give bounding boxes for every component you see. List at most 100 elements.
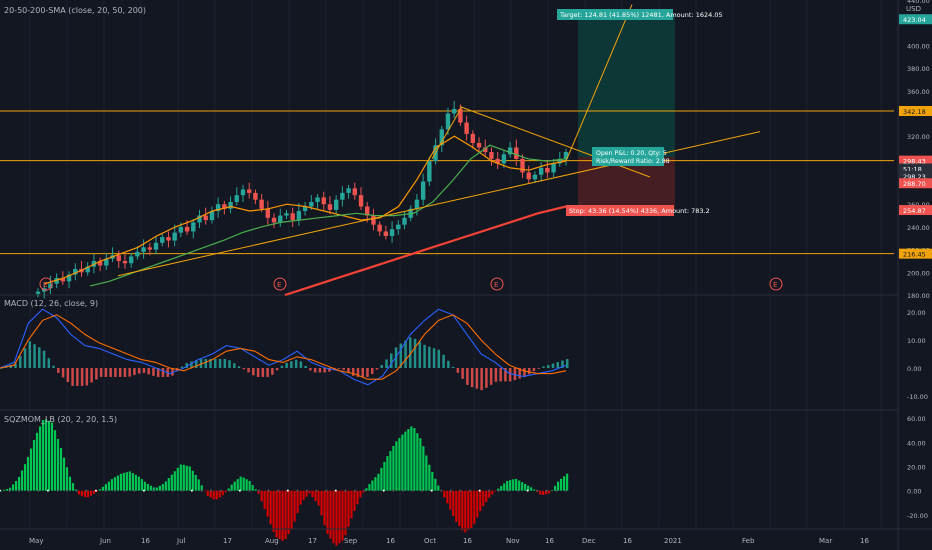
macd-histogram-bar <box>142 368 146 373</box>
squeeze-bar <box>308 490 311 494</box>
macd-histogram-bar <box>404 340 407 368</box>
open-pl-label: Open P&L: 0.20, Qty: 5 <box>596 150 667 157</box>
candle <box>141 247 146 252</box>
candle <box>104 258 109 266</box>
time-tick-label: 17 <box>223 537 232 545</box>
earnings-marker[interactable]: E <box>39 277 53 291</box>
candles <box>35 100 569 299</box>
macd-histogram-bar <box>470 368 474 388</box>
candle <box>309 201 314 207</box>
squeeze-bar <box>107 481 111 491</box>
sqz-indicator-label[interactable]: SQZMOM_LB (20, 2, 20, 1.5) <box>4 415 117 424</box>
sma-indicator-label[interactable]: 20-50-200-SMA (close, 20, 50, 200) <box>4 6 146 15</box>
macd-histogram-bar <box>380 364 384 368</box>
squeeze-bar <box>167 478 170 491</box>
squeeze-bar <box>485 490 488 502</box>
macd-histogram-bar <box>546 365 550 368</box>
earnings-marker[interactable]: E <box>490 277 504 291</box>
macd-histogram-bar <box>413 338 417 368</box>
time-tick-label: May <box>29 537 43 545</box>
squeeze-dot <box>421 489 424 492</box>
squeeze-bar <box>164 481 167 491</box>
macd-histogram-bar <box>285 362 288 368</box>
earnings-marker[interactable]: E <box>273 277 287 291</box>
squeeze-dot <box>258 489 261 492</box>
squeeze-dot <box>56 489 59 492</box>
squeeze-dot <box>190 489 193 492</box>
target-label-box <box>557 9 673 20</box>
squeeze-bar <box>0 490 3 492</box>
candle <box>54 277 59 284</box>
squeeze-dot <box>478 489 481 492</box>
squeeze-bar <box>20 470 24 491</box>
earnings-marker[interactable]: E <box>769 277 783 291</box>
squeeze-bar <box>374 477 377 491</box>
macd-histogram-bar <box>366 368 369 377</box>
squeeze-bar <box>113 477 116 491</box>
squeeze-bar <box>551 490 554 491</box>
stop-label-box <box>566 205 674 216</box>
candle <box>191 222 196 232</box>
squeeze-bar <box>482 490 485 507</box>
squeeze-bar <box>227 488 230 491</box>
squeeze-bar <box>122 472 125 491</box>
squeeze-bar <box>488 490 491 498</box>
squeeze-dot <box>382 489 385 492</box>
squeeze-bar <box>47 420 51 491</box>
price-badge <box>899 205 932 216</box>
squeeze-bar <box>179 464 182 491</box>
candle <box>278 215 283 223</box>
squeeze-bar <box>392 445 395 491</box>
squeeze-bar <box>512 479 515 491</box>
candle <box>451 108 457 114</box>
squeeze-bar <box>173 471 176 491</box>
squeeze-bar <box>197 479 200 491</box>
macd-histogram-bar <box>508 368 512 382</box>
squeeze-bar <box>155 487 158 491</box>
candle <box>352 188 357 196</box>
price-badge-label: 51:18 <box>903 165 922 173</box>
macd-histogram-bar <box>489 368 493 385</box>
macd-histogram-bar <box>356 368 360 377</box>
candle <box>501 154 507 164</box>
macd-histogram-bar <box>104 368 108 377</box>
macd-line <box>0 308 567 386</box>
squeeze-bar <box>521 482 524 491</box>
candle <box>60 277 66 282</box>
squeeze-bar <box>494 490 497 492</box>
squeeze-bar <box>128 471 131 491</box>
time-tick-label: Dec <box>582 537 596 545</box>
price-badge <box>899 155 932 166</box>
macd-histogram-bar <box>542 366 545 368</box>
squeeze-bar <box>17 476 21 491</box>
squeeze-bar <box>101 486 105 491</box>
squeeze-bar <box>470 490 473 529</box>
squeeze-bar <box>356 490 359 505</box>
macd-histogram-bar <box>299 361 303 368</box>
macd-histogram-bar <box>461 368 464 379</box>
macd-histogram-bar <box>209 359 212 368</box>
macd-histogram-bar <box>494 368 498 382</box>
squeeze-bar <box>59 447 63 491</box>
squeeze-bar <box>302 490 305 501</box>
squeeze-dot <box>94 489 97 492</box>
squeeze-bar <box>269 490 272 525</box>
macd-histogram-bar <box>57 368 60 373</box>
price-badge <box>899 170 932 181</box>
candle <box>402 217 407 225</box>
squeeze-bar <box>95 490 99 492</box>
macd-histogram-bar <box>233 363 236 368</box>
macd-indicator-label[interactable]: MACD (12, 26, close, 9) <box>4 299 98 308</box>
macd-histogram-bar <box>156 368 160 377</box>
macd-histogram-bar <box>337 368 341 369</box>
squeeze-bar <box>515 478 518 491</box>
squeeze-dot <box>200 489 203 492</box>
price-badge-label: 342.18 <box>903 108 926 116</box>
time-tick-label: Sep <box>344 537 358 545</box>
candle <box>296 211 302 221</box>
squeeze-bar <box>170 474 173 491</box>
macd-histogram-bar <box>228 360 231 368</box>
macd-histogram-bar <box>14 363 17 368</box>
squeeze-bar <box>245 479 248 491</box>
